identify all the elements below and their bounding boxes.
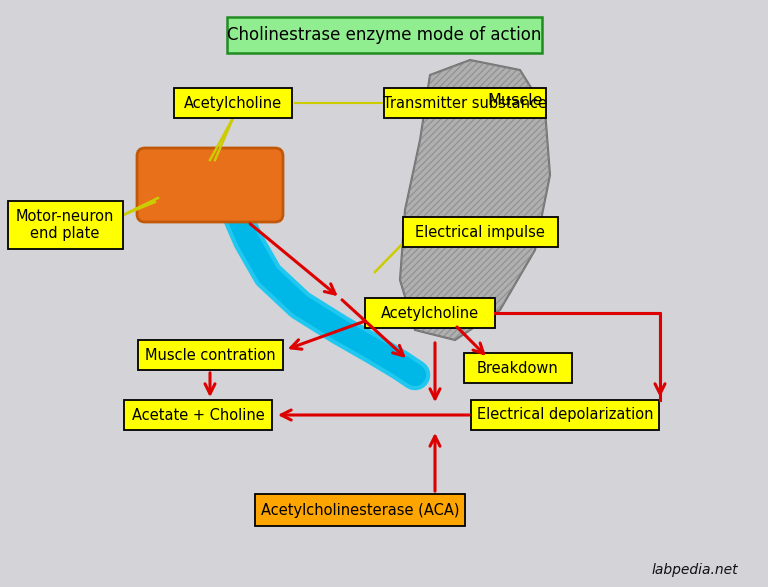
FancyBboxPatch shape [227, 17, 541, 53]
Text: Acetylcholine: Acetylcholine [184, 96, 282, 110]
Text: Muscle contration: Muscle contration [144, 348, 275, 363]
FancyBboxPatch shape [8, 201, 123, 249]
Text: Acetylcholine: Acetylcholine [381, 305, 479, 321]
Text: Acetylcholinesterase (ACA): Acetylcholinesterase (ACA) [261, 502, 459, 518]
Text: Breakdown: Breakdown [477, 360, 559, 376]
FancyBboxPatch shape [365, 298, 495, 328]
FancyBboxPatch shape [402, 217, 558, 247]
Text: Transmitter substance: Transmitter substance [383, 96, 547, 110]
Text: labpedia.net: labpedia.net [652, 563, 738, 577]
Text: Acetate + Choline: Acetate + Choline [131, 407, 264, 423]
Text: Muscle: Muscle [487, 93, 543, 107]
Text: Cholinestrase enzyme mode of action: Cholinestrase enzyme mode of action [227, 26, 541, 44]
FancyBboxPatch shape [384, 88, 546, 118]
FancyBboxPatch shape [255, 494, 465, 526]
FancyBboxPatch shape [124, 400, 272, 430]
FancyBboxPatch shape [471, 400, 659, 430]
Text: Motor-neuron
end plate: Motor-neuron end plate [16, 209, 114, 241]
FancyBboxPatch shape [137, 340, 283, 370]
Text: Electrical depolarization: Electrical depolarization [477, 407, 654, 423]
FancyBboxPatch shape [174, 88, 292, 118]
Polygon shape [400, 60, 550, 340]
Text: Electrical impulse: Electrical impulse [415, 224, 545, 239]
FancyBboxPatch shape [464, 353, 572, 383]
FancyBboxPatch shape [137, 148, 283, 222]
